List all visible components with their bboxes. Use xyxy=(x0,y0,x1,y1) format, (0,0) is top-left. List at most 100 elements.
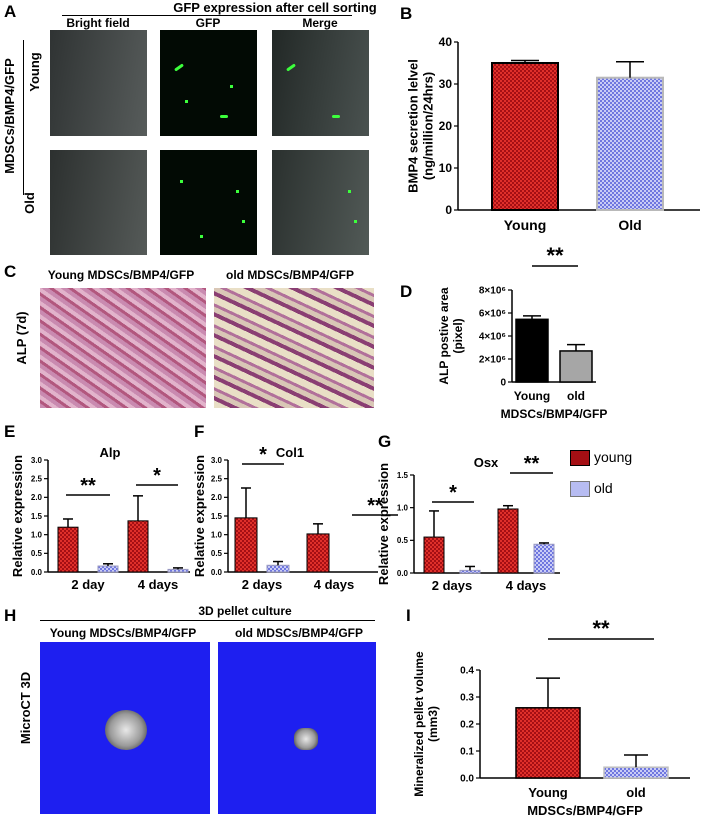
chart-d-significance-label: ** xyxy=(546,243,564,268)
chart-b-y-tick-label: 40 xyxy=(439,35,453,49)
chart-i-y-label: Mineralized pellet volume xyxy=(412,651,426,797)
chart-g-significance-label: * xyxy=(449,482,457,504)
chart-b-category-label: Young xyxy=(504,217,547,233)
chart-g-bar-young xyxy=(423,536,445,574)
panel-h-side-label: MicroCT 3D xyxy=(18,671,33,745)
chart-b-y-tick-label: 10 xyxy=(439,161,453,175)
chart-g-bar-old xyxy=(459,569,481,574)
chart-b-y-tick-label: 0 xyxy=(445,203,452,217)
chart-f-y-label: Relative expression xyxy=(192,455,207,577)
micrograph-gfp-young xyxy=(160,30,257,136)
micrograph-merge-young xyxy=(272,30,369,136)
chart-g-y-tick-label: 0.5 xyxy=(397,536,409,545)
chart-f-category-label: 2 days xyxy=(242,577,282,592)
col-header-gfp: GFP xyxy=(195,16,221,30)
chart-e-bar-young xyxy=(127,520,149,573)
chart-d-category-label: Young xyxy=(514,389,550,403)
chart-b-y-label: (ng/million/24hrs) xyxy=(421,72,436,180)
chart-e-title: Alp xyxy=(100,445,121,460)
micrograph-bright-young xyxy=(50,30,147,136)
panel-c-side-label: ALP (7d) xyxy=(14,311,29,365)
chart-e-bar-young xyxy=(57,526,79,573)
chart-f-y-tick-label: 0.5 xyxy=(211,549,223,558)
micrograph-bright-old xyxy=(50,150,147,255)
microct-old-render xyxy=(218,642,376,814)
chart-f-bar-young xyxy=(234,517,258,573)
legend-swatch-young xyxy=(570,450,590,466)
chart-g-bar-young xyxy=(497,508,519,574)
chart-e-y-tick-label: 1.0 xyxy=(31,530,43,539)
col-header-merge: Merge xyxy=(302,16,338,30)
chart-e-y-tick-label: 2.0 xyxy=(31,493,43,502)
micrograph-merge-old xyxy=(272,150,369,255)
chart-e-bar-old xyxy=(167,568,189,573)
chart-i-bar xyxy=(603,766,669,779)
chart-e-significance-label: ** xyxy=(80,475,96,497)
chart-g-title: Osx xyxy=(474,455,499,470)
chart-f-title: Col1 xyxy=(276,445,304,460)
chart-i-significance-label: ** xyxy=(592,616,610,641)
chart-g-y-label: Relative expression xyxy=(376,463,391,585)
chart-d-y-tick-label: 6×10⁶ xyxy=(479,309,506,320)
chart-i-y-tick-label: 0.3 xyxy=(460,693,474,704)
chart-f-significance-label: * xyxy=(259,444,267,466)
chart-f-category-label: 4 days xyxy=(314,577,354,592)
chart-d-bar xyxy=(515,318,549,383)
chart-d-y-tick-label: 0 xyxy=(500,378,506,389)
chart-d-y-tick-label: 8×10⁶ xyxy=(479,286,506,297)
panel-letter-a: A xyxy=(4,2,17,21)
panel-c-title-old: old MDSCs/BMP4/GFP xyxy=(225,268,354,282)
chart-b-y-label: BMP4 secretion lelvel xyxy=(406,59,421,193)
chart-i-bar xyxy=(515,707,581,779)
chart-g-category-label: 2 days xyxy=(432,578,472,593)
chart-f-y-tick-label: 3.0 xyxy=(211,456,223,465)
chart-f-y-tick-label: 0.0 xyxy=(211,568,223,577)
chart-d-bar xyxy=(559,350,593,383)
panel-letter-f: F xyxy=(194,422,205,441)
panel-letter-b: B xyxy=(400,4,413,23)
chart-d-x-label: MDSCs/BMP4/GFP xyxy=(501,407,608,421)
chart-d-y-label: ALP postive area xyxy=(437,287,451,384)
chart-i-y-label: (mm3) xyxy=(426,706,440,742)
chart-d-y-tick-label: 2×10⁶ xyxy=(479,355,506,366)
chart-e-y-tick-label: 3.0 xyxy=(31,456,43,465)
legend-label-young: young xyxy=(594,449,633,465)
chart-f-y-tick-label: 1.0 xyxy=(211,530,223,539)
chart-g-y-tick-label: 1.5 xyxy=(397,471,409,480)
chart-b-category-label: Old xyxy=(618,217,641,233)
legend-label-old: old xyxy=(594,480,613,496)
chart-i-y-tick-label: 0.1 xyxy=(460,747,474,758)
alp-stain-old-photo xyxy=(214,288,374,408)
panel-h-title-old: old MDSCs/BMP4/GFP xyxy=(234,626,363,640)
panel-h-title-underline xyxy=(40,620,375,621)
chart-i-y-tick-label: 0.4 xyxy=(460,666,474,677)
chart-e-significance-label: * xyxy=(153,465,161,487)
panel-h-title-young: Young MDSCs/BMP4/GFP xyxy=(49,626,197,640)
chart-b-y-tick-label: 30 xyxy=(439,77,453,91)
panel-letter-h: H xyxy=(4,606,17,625)
chart-g-y-tick-label: 1.0 xyxy=(397,503,409,512)
chart-f-y-tick-label: 2.0 xyxy=(211,493,223,502)
chart-b-bar xyxy=(491,62,559,211)
panel-c-title-young: Young MDSCs/BMP4/GFP xyxy=(47,268,195,282)
panel-a-group-bracket xyxy=(23,40,24,195)
legend-swatch-old xyxy=(570,481,590,497)
panel-letter-c: C xyxy=(4,262,17,281)
panel-letter-i: I xyxy=(406,606,411,625)
chart-f-y-tick-label: 2.5 xyxy=(211,474,223,483)
chart-i-x-label: MDSCs/BMP4/GFP xyxy=(527,803,643,816)
chart-f-bar-young xyxy=(306,533,330,573)
chart-e-y-tick-label: 1.5 xyxy=(31,512,43,521)
panel-a-title: GFP expression after cell sorting xyxy=(173,0,377,15)
chart-g-category-label: 4 days xyxy=(506,578,546,593)
panel-a-title-underline xyxy=(62,15,352,16)
chart-f-significance-label: ** xyxy=(367,495,383,517)
chart-e-category-label: 4 days xyxy=(138,577,178,592)
panel-letter-e: E xyxy=(4,422,16,441)
chart-e-bar-old xyxy=(97,565,119,573)
alp-stain-young-photo xyxy=(40,288,206,408)
panel-h-title: 3D pellet culture xyxy=(198,604,292,618)
chart-g-y-tick-label: 0.0 xyxy=(397,569,409,578)
chart-i-y-tick-label: 0.2 xyxy=(460,720,474,731)
chart-d-category-label: old xyxy=(567,389,585,403)
